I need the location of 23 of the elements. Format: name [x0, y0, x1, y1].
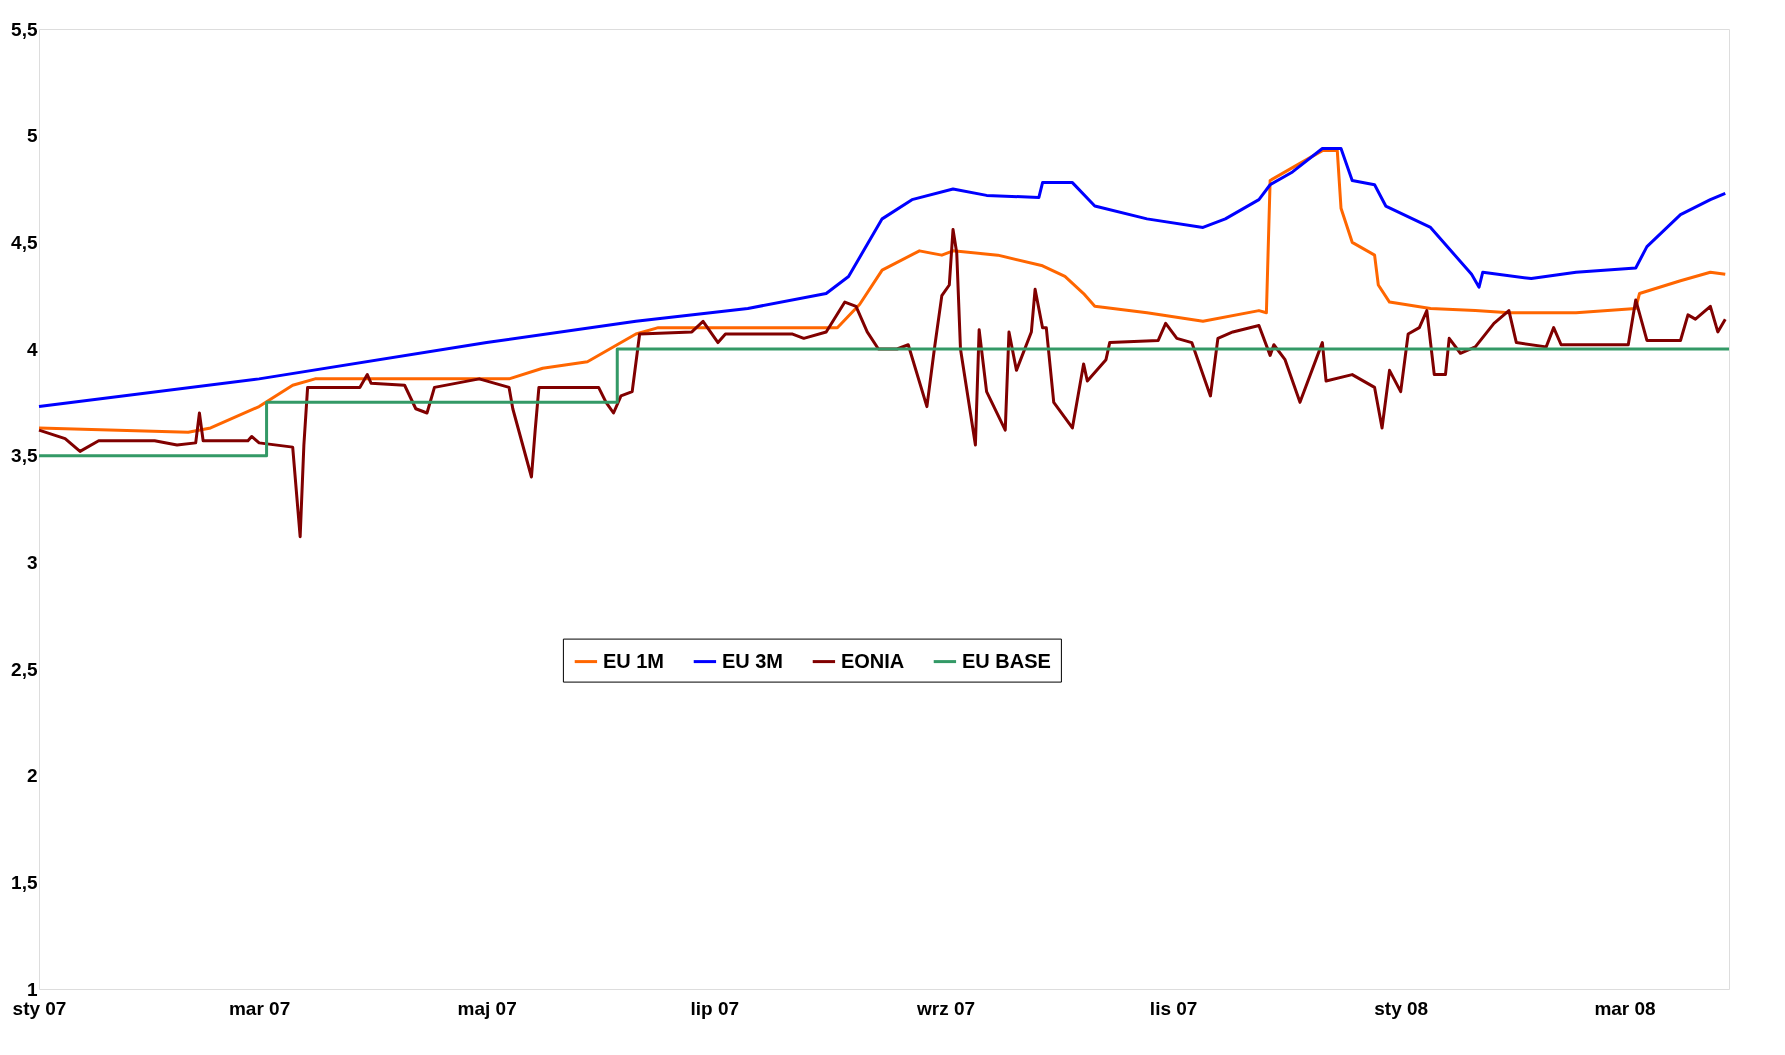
- y-tick-label: 5,5: [11, 18, 38, 40]
- x-tick-label: lis 07: [1149, 997, 1198, 1019]
- legend-label: EONIA: [840, 649, 905, 672]
- y-tick-label: 3: [26, 551, 38, 573]
- x-tick-label: lip 07: [690, 997, 740, 1019]
- y-tick-label: 4,5: [11, 231, 38, 253]
- legend-label: EU 3M: [721, 649, 784, 672]
- y-tick-label: 3,5: [11, 445, 38, 467]
- y-tick-label: 1,5: [11, 871, 38, 893]
- x-tick-label: sty 08: [1374, 997, 1429, 1019]
- legend-label: EU 1M: [602, 649, 665, 672]
- y-tick-label: 4: [26, 338, 38, 360]
- y-tick-label: 2: [26, 765, 38, 787]
- x-tick-label: mar 08: [1594, 997, 1656, 1019]
- y-tick-label: 2,5: [11, 658, 38, 680]
- x-tick-label: sty 07: [12, 997, 67, 1019]
- x-tick-label: wrz 07: [916, 997, 976, 1019]
- line-series: [37, 228, 1727, 539]
- y-tick-label: 1: [26, 978, 38, 1000]
- x-tick-label: mar 07: [228, 997, 291, 1019]
- x-tick-label: maj 07: [457, 997, 517, 1019]
- y-tick-label: 5: [26, 125, 38, 147]
- legend-label: EU BASE: [961, 649, 1051, 672]
